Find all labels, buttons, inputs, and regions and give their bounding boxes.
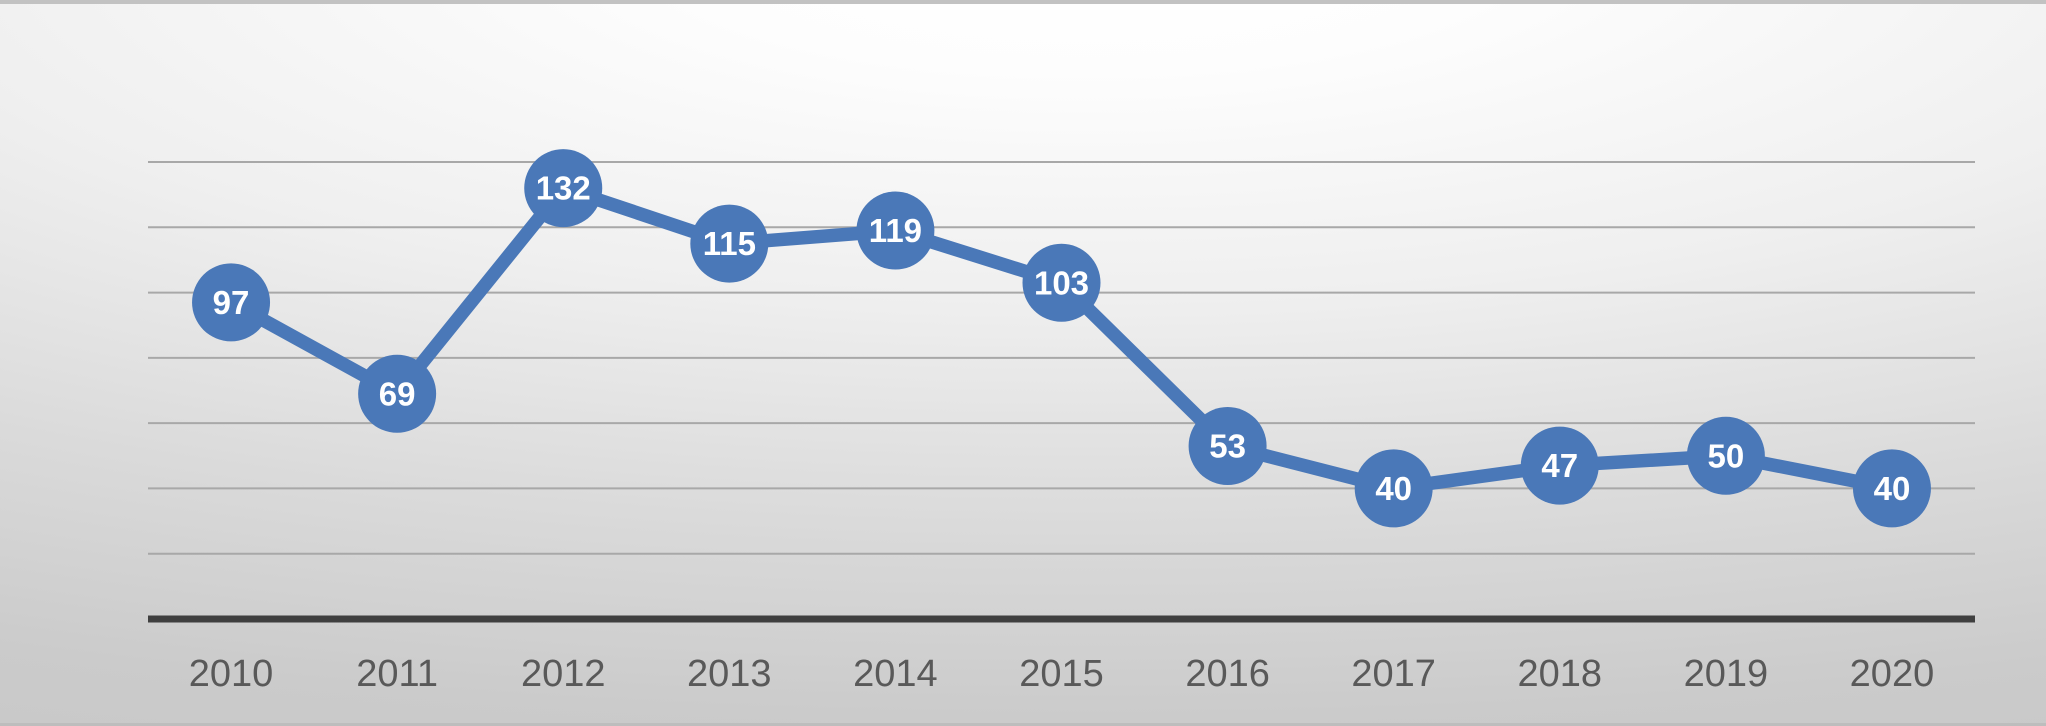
data-point-marker-2013[interactable] — [690, 204, 769, 283]
data-point-marker-2012[interactable] — [524, 149, 603, 228]
x-axis-label-2018: 2018 — [1517, 653, 1602, 695]
x-axis-label-2015: 2015 — [1019, 653, 1104, 695]
data-point-marker-2017[interactable] — [1354, 449, 1433, 528]
data-label-2017: 40 — [1375, 470, 1412, 507]
x-axis-label-2012: 2012 — [521, 653, 606, 695]
x-axis-label-2013: 2013 — [687, 653, 772, 695]
data-label-2018: 47 — [1541, 447, 1578, 484]
x-axis-label-2019: 2019 — [1684, 653, 1769, 695]
data-point-marker-2011[interactable] — [358, 354, 437, 433]
data-label-2013: 115 — [703, 225, 756, 262]
data-point-marker-2014[interactable] — [856, 191, 935, 270]
slide-top-edge — [0, 0, 2046, 4]
data-label-2019: 50 — [1708, 437, 1745, 474]
data-label-2020: 40 — [1874, 470, 1911, 507]
data-point-marker-2015[interactable] — [1022, 243, 1101, 322]
data-point-marker-2020[interactable] — [1852, 449, 1931, 528]
x-axis-label-2011: 2011 — [356, 653, 438, 695]
data-label-2011: 69 — [379, 375, 416, 412]
data-point-marker-2019[interactable] — [1686, 416, 1765, 495]
x-axis-label-2010: 2010 — [189, 653, 274, 695]
x-axis-label-2020: 2020 — [1850, 653, 1935, 695]
data-label-2010: 97 — [213, 284, 250, 321]
data-label-2016: 53 — [1209, 427, 1246, 464]
data-label-2014: 119 — [869, 212, 922, 249]
data-point-marker-2018[interactable] — [1520, 426, 1599, 505]
x-axis-label-2014: 2014 — [853, 653, 938, 695]
data-point-marker-2016[interactable] — [1188, 406, 1267, 485]
data-point-marker-2010[interactable] — [192, 263, 271, 342]
data-series-line — [224, 181, 1899, 496]
x-axis-label-2016: 2016 — [1185, 653, 1270, 695]
x-axis-label-2017: 2017 — [1351, 653, 1436, 695]
slide-bottom-edge — [0, 723, 2046, 726]
data-label-2015: 103 — [1034, 264, 1089, 301]
data-label-2012: 132 — [536, 170, 591, 207]
